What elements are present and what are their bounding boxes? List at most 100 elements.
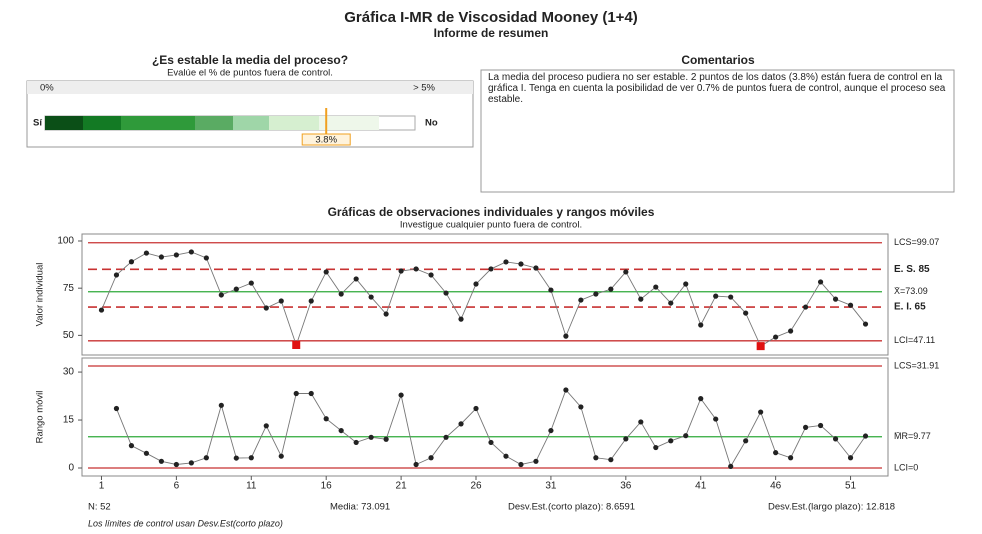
point [308,298,314,304]
gauge-segment [195,116,233,130]
point [518,261,524,267]
point [233,286,239,292]
y-tick-label: 0 [68,463,74,474]
point [713,416,719,422]
point [113,272,120,278]
point [653,444,659,451]
point [278,298,284,304]
point [173,252,179,258]
point [548,287,554,293]
gauge-marker: 3.8% [301,108,351,146]
x-tick-label: 16 [321,481,333,492]
comments-box [480,69,955,193]
point [668,438,674,444]
point [158,458,165,464]
point [803,424,809,430]
point [563,387,569,393]
point [458,316,464,322]
gauge-title: ¿Es estable la media del proceso? [152,53,348,67]
point [638,419,644,425]
point [578,297,584,303]
gauge-left: Sí [33,118,42,129]
point [218,292,224,298]
point [383,311,389,317]
gauge-value-label: 3.8% [315,135,337,146]
gauge-segment [269,116,319,130]
point [263,423,269,429]
x-tick-label: 46 [770,481,782,492]
point [773,450,779,456]
comments-text: La media del proceso pudiera no ser esta… [488,72,946,105]
point [188,249,194,255]
limit-label: LCS=99.07 [894,237,939,247]
point [323,416,329,422]
point [862,433,869,439]
stat: N: 52 [88,502,111,513]
gauge-max: > 5% [413,83,435,94]
stat: Media: 73.091 [330,502,390,513]
limit-label: LCS=31.91 [894,360,939,370]
point [743,310,749,316]
point [578,404,584,410]
point [698,322,704,328]
point [653,284,659,290]
point [713,293,719,299]
limit-label: E. I. 65 [894,302,926,313]
comments-title: Comentarios [681,53,755,67]
limit-label: LCI=0 [894,462,918,472]
x-tick-label: 41 [695,481,707,492]
gauge-right: No [425,118,438,129]
point [458,421,464,427]
point [203,455,209,461]
x-tick-label: 31 [545,481,557,492]
footnote: Los límites de control usan Desv.Est(cor… [88,518,283,528]
x-tick-label: 51 [845,481,857,492]
y-tick-label: 50 [63,330,75,341]
x-tick-label: 36 [620,481,632,492]
point [263,305,269,311]
y-axis-label: Rango móvil [35,391,46,444]
gauge-segment [121,116,195,130]
point [113,405,120,412]
point [398,392,404,398]
gauge-min: 0% [40,83,54,94]
point [698,396,704,402]
title: Gráfica I-MR de Viscosidad Mooney (1+4) [344,9,638,26]
plot-frame [81,233,889,356]
point [278,453,284,459]
point [847,455,854,461]
stat: Desv.Est.(largo plazo): 12.818 [768,502,895,513]
point [683,433,689,439]
point [488,266,494,272]
point [593,291,599,297]
point [218,402,224,408]
x-tick-label: 26 [470,481,482,492]
point [353,276,359,282]
point [353,439,359,446]
y-tick-label: 75 [63,283,75,294]
point [563,333,569,339]
point [788,455,794,461]
point [428,272,434,278]
point [338,427,344,434]
section-subtitle: Investigue cualquier punto fuera de cont… [400,220,582,231]
out-of-control-point [756,342,765,351]
point [443,290,449,296]
point [743,438,749,444]
point [758,409,764,415]
gauge-bar [44,115,416,131]
series-line [101,251,866,347]
point [248,280,254,286]
point [817,279,824,285]
point [817,422,824,429]
gauge-segment [45,116,83,130]
point [488,439,494,446]
point [593,455,599,461]
y-axis-label: Valor individual [35,263,46,327]
limit-label: E. S. 85 [894,264,930,275]
point [398,268,404,274]
point [173,461,179,468]
point [728,294,734,300]
point [638,296,644,302]
point [413,266,419,272]
